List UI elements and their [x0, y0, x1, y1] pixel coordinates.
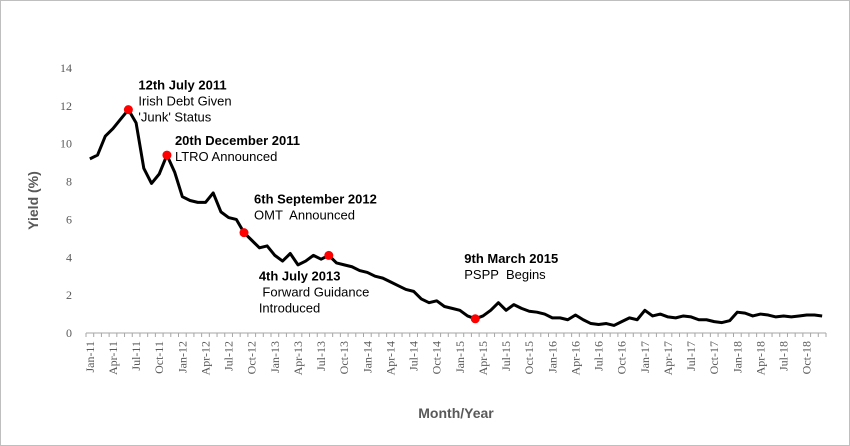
- x-tick-label: Oct-18: [800, 341, 814, 374]
- x-tick-label: Oct-16: [615, 341, 629, 374]
- x-tick-label: Jan-11: [83, 341, 97, 373]
- annotation-text: OMT Announced: [254, 208, 355, 223]
- x-tick-label: Oct-11: [152, 341, 166, 374]
- x-tick-label: Jan-17: [638, 341, 652, 373]
- x-tick-label: Apr-17: [661, 341, 675, 375]
- y-tick-label: 2: [66, 288, 72, 302]
- y-axis-title: Yield (%): [25, 171, 41, 230]
- annotation-text: Introduced: [259, 300, 320, 315]
- x-tick-label: Apr-11: [106, 341, 120, 375]
- annotation-text: PSPP Begins: [464, 267, 546, 282]
- y-tick-label: 14: [60, 61, 72, 75]
- annotation-title: 20th December 2011: [175, 133, 300, 148]
- x-tick-label: Apr-14: [383, 341, 397, 375]
- annotation-title: 4th July 2013: [259, 268, 341, 283]
- x-tick-label: Jul-12: [222, 341, 236, 371]
- annotation-text: 'Junk' Status: [138, 110, 211, 125]
- x-tick-label: Oct-14: [430, 341, 444, 374]
- x-tick-label: Jul-14: [407, 341, 421, 371]
- yield-line: [89, 108, 823, 327]
- x-tick-label: Jul-11: [129, 341, 143, 371]
- x-tick-label: Jan-18: [730, 341, 744, 373]
- y-tick-label: 10: [60, 137, 72, 151]
- y-tick-label: 6: [66, 212, 72, 226]
- x-axis-title: Month/Year: [418, 405, 494, 421]
- x-tick-label: Jul-13: [314, 341, 328, 371]
- annotation-text: LTRO Announced: [175, 149, 277, 164]
- y-tick-label: 8: [66, 175, 72, 189]
- annotation-title: 9th March 2015: [464, 251, 558, 266]
- plot-area: [89, 108, 823, 327]
- x-axis: Jan-11 Apr-11 Jul-11 Oct-11 Jan-12 Apr-12 Jul-…: [83, 332, 827, 375]
- y-tick-label: 12: [60, 99, 72, 113]
- x-tick-label: Jan-15: [453, 341, 467, 373]
- x-tick-label: Oct-13: [337, 341, 351, 374]
- y-tick-label: 0: [66, 326, 72, 340]
- x-tick-label: Jan-13: [268, 341, 282, 373]
- y-axis: 0 2 4 6 8 10 12 14: [60, 61, 72, 340]
- x-tick-label: Jan-16: [545, 341, 559, 373]
- event-marker: [162, 150, 172, 160]
- annotation-title: 12th July 2011: [138, 78, 226, 93]
- event-marker: [470, 314, 480, 324]
- annotation-text: Forward Guidance: [259, 284, 370, 299]
- x-tick-label: Oct-15: [522, 341, 536, 374]
- x-tick-label: Jan-14: [360, 341, 374, 373]
- event-marker: [123, 105, 133, 115]
- x-tick-label: Apr-16: [568, 341, 582, 375]
- annotation-text: Irish Debt Given: [138, 94, 231, 109]
- event-markers: [123, 105, 480, 324]
- x-tick-label: Oct-12: [245, 341, 259, 374]
- x-tick-label: Apr-15: [476, 341, 490, 375]
- event-marker: [324, 250, 334, 260]
- annotation-title: 6th September 2012: [254, 192, 377, 207]
- x-tick-label: Apr-12: [198, 341, 212, 375]
- y-tick-label: 4: [66, 250, 72, 264]
- x-tick-label: Oct-17: [707, 341, 721, 374]
- x-tick-label: Apr-13: [291, 341, 305, 375]
- x-tick-label: Jul-18: [777, 341, 791, 371]
- x-tick-label: Apr-18: [753, 341, 767, 375]
- x-tick-label: Jul-15: [499, 341, 513, 371]
- x-tick-label: Jan-12: [175, 341, 189, 373]
- x-tick-label: Jul-17: [684, 341, 698, 371]
- x-tick-label: Jul-16: [592, 341, 606, 371]
- event-marker: [239, 228, 249, 238]
